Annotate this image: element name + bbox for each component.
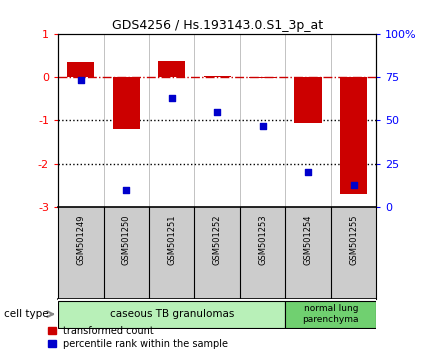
- Text: caseous TB granulomas: caseous TB granulomas: [110, 309, 234, 319]
- Text: GSM501255: GSM501255: [349, 215, 358, 265]
- Point: [304, 170, 311, 175]
- Bar: [113, 77, 140, 129]
- Text: GSM501253: GSM501253: [258, 215, 267, 265]
- Bar: [340, 77, 367, 194]
- Text: GSM501251: GSM501251: [167, 215, 176, 265]
- Text: GSM501250: GSM501250: [122, 215, 131, 265]
- Bar: [203, 76, 231, 77]
- Point: [259, 123, 266, 129]
- Point: [168, 95, 175, 101]
- Point: [350, 182, 357, 187]
- Bar: [286, 301, 376, 328]
- Bar: [67, 62, 95, 77]
- Point: [214, 109, 221, 115]
- Bar: [58, 301, 286, 328]
- Text: normal lung
parenchyma: normal lung parenchyma: [303, 304, 359, 324]
- Text: GSM501252: GSM501252: [213, 215, 221, 265]
- Title: GDS4256 / Hs.193143.0.S1_3p_at: GDS4256 / Hs.193143.0.S1_3p_at: [112, 19, 322, 33]
- Bar: [158, 61, 185, 77]
- Bar: [249, 77, 276, 78]
- Point: [77, 78, 84, 83]
- Text: GSM501254: GSM501254: [304, 215, 313, 265]
- Point: [123, 187, 130, 193]
- Text: GSM501249: GSM501249: [76, 215, 85, 265]
- Bar: [295, 77, 322, 122]
- Legend: transformed count, percentile rank within the sample: transformed count, percentile rank withi…: [48, 326, 228, 349]
- Text: cell type: cell type: [4, 309, 49, 319]
